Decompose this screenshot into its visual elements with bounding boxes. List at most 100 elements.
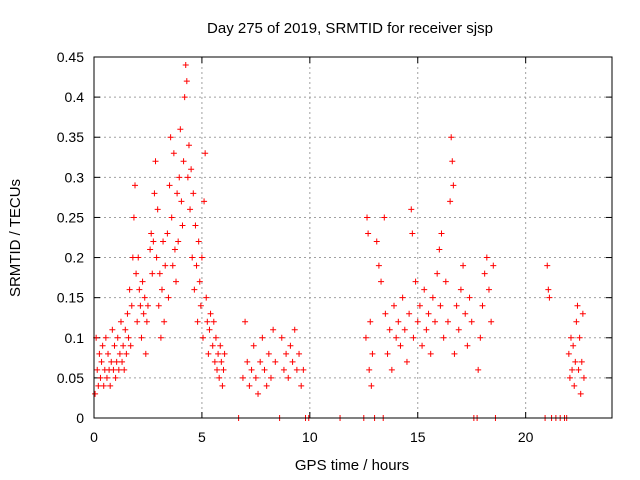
chart-title: Day 275 of 2019, SRMTID for receiver sjs… <box>207 20 493 37</box>
data-point <box>96 350 103 357</box>
data-point <box>481 270 488 277</box>
data-point <box>134 318 141 325</box>
data-point <box>451 350 458 357</box>
y-tick-label: 0.05 <box>57 370 84 386</box>
data-point <box>126 286 133 293</box>
data-point <box>367 318 374 325</box>
data-point <box>364 214 371 221</box>
data-point <box>117 318 124 325</box>
x-axis-label: GPS time / hours <box>295 457 409 474</box>
data-point <box>147 246 154 253</box>
data-points <box>92 62 587 421</box>
data-point <box>447 198 454 205</box>
data-point <box>449 158 456 165</box>
data-point <box>113 358 120 365</box>
data-point <box>399 294 406 301</box>
data-point <box>291 326 298 333</box>
data-point <box>444 318 451 325</box>
data-point <box>219 382 226 389</box>
data-point <box>185 142 192 149</box>
data-point <box>153 254 160 261</box>
data-point <box>141 294 148 301</box>
data-point <box>116 350 123 357</box>
data-point <box>574 302 581 309</box>
data-point <box>432 318 439 325</box>
data-point <box>485 286 492 293</box>
data-point <box>135 254 142 261</box>
y-tick-label: 0.45 <box>57 49 84 65</box>
grid-lines <box>94 57 612 418</box>
data-point <box>437 302 444 309</box>
data-point <box>409 230 416 237</box>
x-tick-label: 20 <box>518 429 534 445</box>
data-point <box>453 302 460 309</box>
data-point <box>170 150 177 157</box>
data-point <box>100 382 107 389</box>
data-point <box>179 222 186 229</box>
data-point <box>130 214 137 221</box>
data-point <box>475 366 482 373</box>
data-point <box>216 374 223 381</box>
data-point <box>576 334 583 341</box>
data-point <box>246 382 253 389</box>
data-point <box>578 358 585 365</box>
data-point <box>423 326 430 333</box>
data-point <box>250 342 257 349</box>
y-tick-label: 0.15 <box>57 290 84 306</box>
data-point <box>184 174 191 181</box>
data-point <box>111 342 118 349</box>
data-point <box>566 374 573 381</box>
data-point <box>252 374 259 381</box>
data-point <box>436 246 443 253</box>
data-point <box>156 270 163 277</box>
data-point <box>259 334 266 341</box>
data-point <box>267 374 274 381</box>
data-point <box>207 310 214 317</box>
data-point <box>257 358 264 365</box>
data-point <box>287 342 294 349</box>
data-point <box>201 198 208 205</box>
y-tick-label: 0 <box>76 410 84 426</box>
data-point <box>565 350 572 357</box>
data-point <box>567 334 574 341</box>
data-point <box>188 166 195 173</box>
data-point <box>416 302 423 309</box>
data-point <box>545 286 552 293</box>
data-point <box>119 358 126 365</box>
data-point <box>278 334 285 341</box>
data-point <box>182 62 189 69</box>
data-point <box>176 174 183 181</box>
data-point <box>255 390 262 397</box>
data-point <box>414 318 421 325</box>
data-point <box>571 382 578 389</box>
data-point <box>298 382 305 389</box>
data-point <box>221 350 228 357</box>
data-point <box>382 310 389 317</box>
data-point <box>161 318 168 325</box>
data-point <box>265 350 272 357</box>
data-point <box>375 262 382 269</box>
data-point <box>272 358 279 365</box>
data-point <box>95 382 102 389</box>
data-point <box>440 334 447 341</box>
y-tick-label: 0.1 <box>65 330 85 346</box>
data-point <box>466 294 473 301</box>
data-point <box>300 366 307 373</box>
data-point <box>455 326 462 333</box>
data-point <box>167 134 174 141</box>
data-point <box>261 366 268 373</box>
data-point <box>168 214 175 221</box>
data-point <box>205 350 212 357</box>
data-point <box>178 198 185 205</box>
data-point <box>151 190 158 197</box>
data-point <box>193 262 200 269</box>
data-point <box>368 382 375 389</box>
data-point <box>191 286 198 293</box>
data-point <box>155 302 162 309</box>
data-point <box>143 318 150 325</box>
y-tick-label: 0.25 <box>57 209 84 225</box>
data-point <box>160 238 167 245</box>
data-point <box>365 230 372 237</box>
data-point <box>166 182 173 189</box>
data-point <box>144 302 151 309</box>
